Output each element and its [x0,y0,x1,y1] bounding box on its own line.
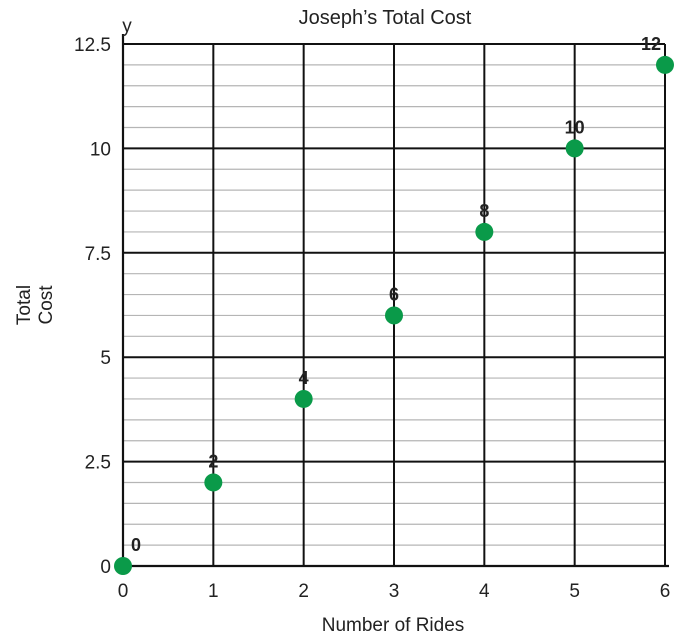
x-tick-label: 1 [208,581,219,602]
chart-title: Joseph’s Total Cost [299,7,472,29]
y-tick-label: 7.5 [85,244,111,265]
data-label: 2 [208,451,218,471]
y-axis-letter: y [122,16,132,37]
data-label: 8 [479,201,489,221]
data-point [656,55,674,74]
data-point [114,557,132,575]
x-tick-label: 6 [660,581,671,602]
x-tick-label: 2 [298,581,309,602]
x-tick-label: 0 [118,581,129,602]
data-label: 0 [131,535,141,555]
x-tick-label: 5 [569,581,580,602]
data-label: 4 [299,368,309,388]
x-tick-labels: 0 1 2 3 4 5 6 [118,581,671,602]
data-point [565,139,584,158]
y-tick-label: 5 [100,348,111,369]
axes [121,34,669,568]
y-tick-label: 0 [100,557,111,578]
x-axis-label: Number of Rides [322,615,465,636]
data-point [204,473,223,492]
y-axis-label-line1: Total [14,285,35,325]
data-point [385,306,403,325]
y-tick-label: 10 [90,139,111,160]
data-label: 12 [641,34,661,54]
data-point [294,389,313,408]
y-tick-labels: 0 2.5 5 7.5 10 12.5 [74,35,111,578]
x-tick-label: 3 [389,581,400,602]
data-labels: 0 2 4 6 8 10 12 [131,34,661,555]
data-label: 6 [389,284,399,304]
data-point [475,222,494,241]
data-points [114,55,674,575]
y-axis-label-line2: Cost [36,285,57,325]
y-tick-label: 2.5 [85,453,111,474]
x-tick-label: 4 [479,581,490,602]
data-label: 10 [565,117,585,137]
y-tick-label: 12.5 [74,35,111,56]
